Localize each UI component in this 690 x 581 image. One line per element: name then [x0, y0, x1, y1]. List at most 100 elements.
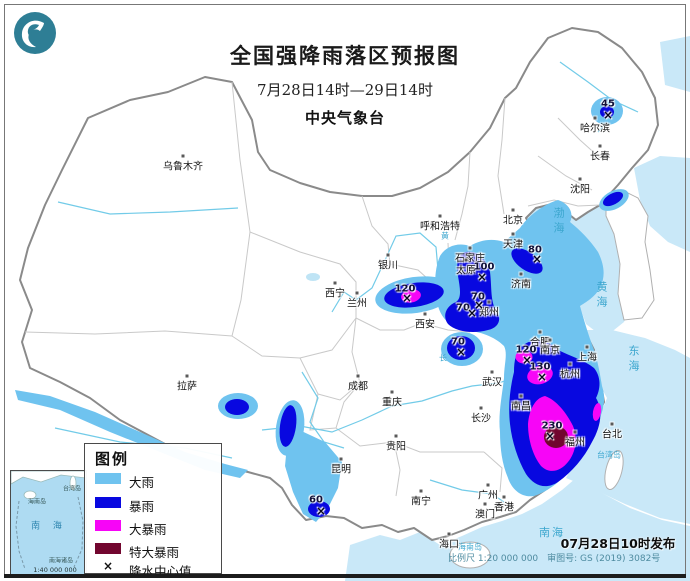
precip-value: 100 [473, 261, 495, 273]
geo-label: 长 [439, 353, 447, 363]
precip-center-marker: × [455, 345, 467, 359]
precip-value: 60 [309, 494, 323, 506]
precip-value: 130 [529, 361, 551, 373]
geo-label: 黄 [441, 231, 449, 241]
forecast-period: 7月28日14时—29日14时 [257, 81, 433, 99]
city-dot [446, 531, 452, 537]
legend-box: 图例 大雨 暴雨 大暴雨 特大暴雨 × 降水中心值 [84, 443, 222, 579]
precip-value: 70 [451, 336, 465, 348]
city-label: 南昌 [511, 401, 531, 413]
city-label: 香港 [494, 502, 514, 514]
city-dot [437, 213, 443, 219]
city-dot [467, 245, 473, 251]
city-dot [389, 389, 395, 395]
map-license: 审图号: GS (2019) 3082号 [547, 554, 661, 564]
precip-center-marker: × [401, 291, 413, 305]
city-label: 重庆 [382, 397, 402, 409]
legend-title: 图例 [95, 450, 130, 468]
city-dot [489, 369, 495, 375]
geo-label: 台湾岛 [597, 450, 621, 460]
city-dot [478, 405, 484, 411]
sea-label: 黄海 [595, 281, 608, 311]
city-label: 海口 [439, 539, 459, 551]
city-label: 南宁 [411, 496, 431, 508]
city-label: 拉萨 [177, 381, 197, 393]
extreme-rainstorm-areas [544, 426, 568, 448]
city-dot [510, 231, 516, 237]
city-dot [385, 252, 391, 258]
city-dot [422, 311, 428, 317]
city-label: 西宁 [325, 288, 345, 300]
precip-center-marker-sample: × [103, 559, 114, 573]
precip-value: 120 [515, 344, 537, 356]
city-dot [338, 456, 344, 462]
city-dot [332, 280, 338, 286]
city-dot [592, 115, 598, 121]
inset-taiwan-label: 台湾岛 [62, 485, 82, 493]
city-label: 澳门 [475, 509, 495, 521]
precip-center-marker: × [473, 298, 485, 312]
inset-islands-label: 南海诸岛 [48, 557, 74, 565]
agency-name: 中央气象台 [304, 109, 385, 127]
city-dot [355, 373, 361, 379]
nine-dash-line [73, 496, 84, 568]
nine-dash-line [15, 500, 26, 570]
inset-hainan-label: 海南岛 [27, 498, 47, 506]
city-label: 广州 [478, 490, 498, 502]
city-label: 长春 [590, 151, 610, 163]
city-dot [518, 271, 524, 277]
neighbour-land [449, 189, 655, 569]
city-dot [184, 373, 190, 379]
heavy-rainstorm-swatch [95, 520, 121, 531]
city-dot [518, 393, 524, 399]
city-dot [485, 482, 491, 488]
city-dot [572, 429, 578, 435]
city-label: 杭州 [560, 369, 580, 381]
city-dot [609, 421, 615, 427]
city-label: 银川 [378, 260, 398, 272]
inset-sea-label: 南 海 [31, 521, 67, 532]
heavy-rain-swatch [95, 473, 121, 484]
city-dot [486, 299, 492, 305]
precip-center-marker: × [315, 504, 327, 518]
precip-value: 80 [528, 244, 542, 256]
extreme-rainstorm-swatch [95, 543, 121, 554]
south-china-sea-inset: 海南岛 台湾岛 南 海 南海诸岛 1:40 000 000 [10, 470, 87, 577]
precip-value: 70 [471, 291, 485, 303]
legend-label: 大暴雨 [129, 522, 167, 537]
precip-center-marker: × [521, 353, 533, 367]
page-title: 全国强降雨落区预报图 [230, 44, 460, 68]
sea-areas [345, 36, 690, 581]
precip-value: 230 [541, 420, 563, 432]
sea-label: 渤海 [552, 207, 565, 237]
city-label: 长沙 [471, 413, 491, 425]
rainstorm-swatch [95, 497, 121, 508]
precip-value: 70 [456, 302, 470, 314]
map-frame-bottom [4, 574, 686, 578]
city-label: 上海 [577, 352, 597, 364]
city-label: 昆明 [331, 464, 351, 476]
precip-center-marker: × [602, 108, 614, 122]
city-label: 成都 [348, 381, 368, 393]
city-dot [463, 257, 469, 263]
inset-map [10, 470, 87, 570]
precip-center-marker: × [544, 429, 556, 443]
city-label: 兰州 [347, 298, 367, 310]
qinghai-lake [306, 273, 320, 281]
city-label: 福州 [565, 437, 585, 449]
city-dot [547, 337, 553, 343]
city-label: 石家庄 [455, 253, 485, 265]
city-dot [577, 176, 583, 182]
city-label: 乌鲁木齐 [163, 161, 203, 173]
city-dot [501, 494, 507, 500]
inset-scale: 1:40 000 000 [33, 566, 77, 574]
city-dot [537, 329, 543, 335]
city-dot [584, 344, 590, 350]
precip-value: 45 [601, 98, 615, 110]
city-label: 郑州 [479, 307, 499, 319]
map-meta-line: 比例尺 1:20 000 000 审图号: GS (2019) 3082号 [448, 551, 688, 564]
legend-label: 大雨 [129, 475, 155, 490]
city-label: 南京 [540, 345, 560, 357]
